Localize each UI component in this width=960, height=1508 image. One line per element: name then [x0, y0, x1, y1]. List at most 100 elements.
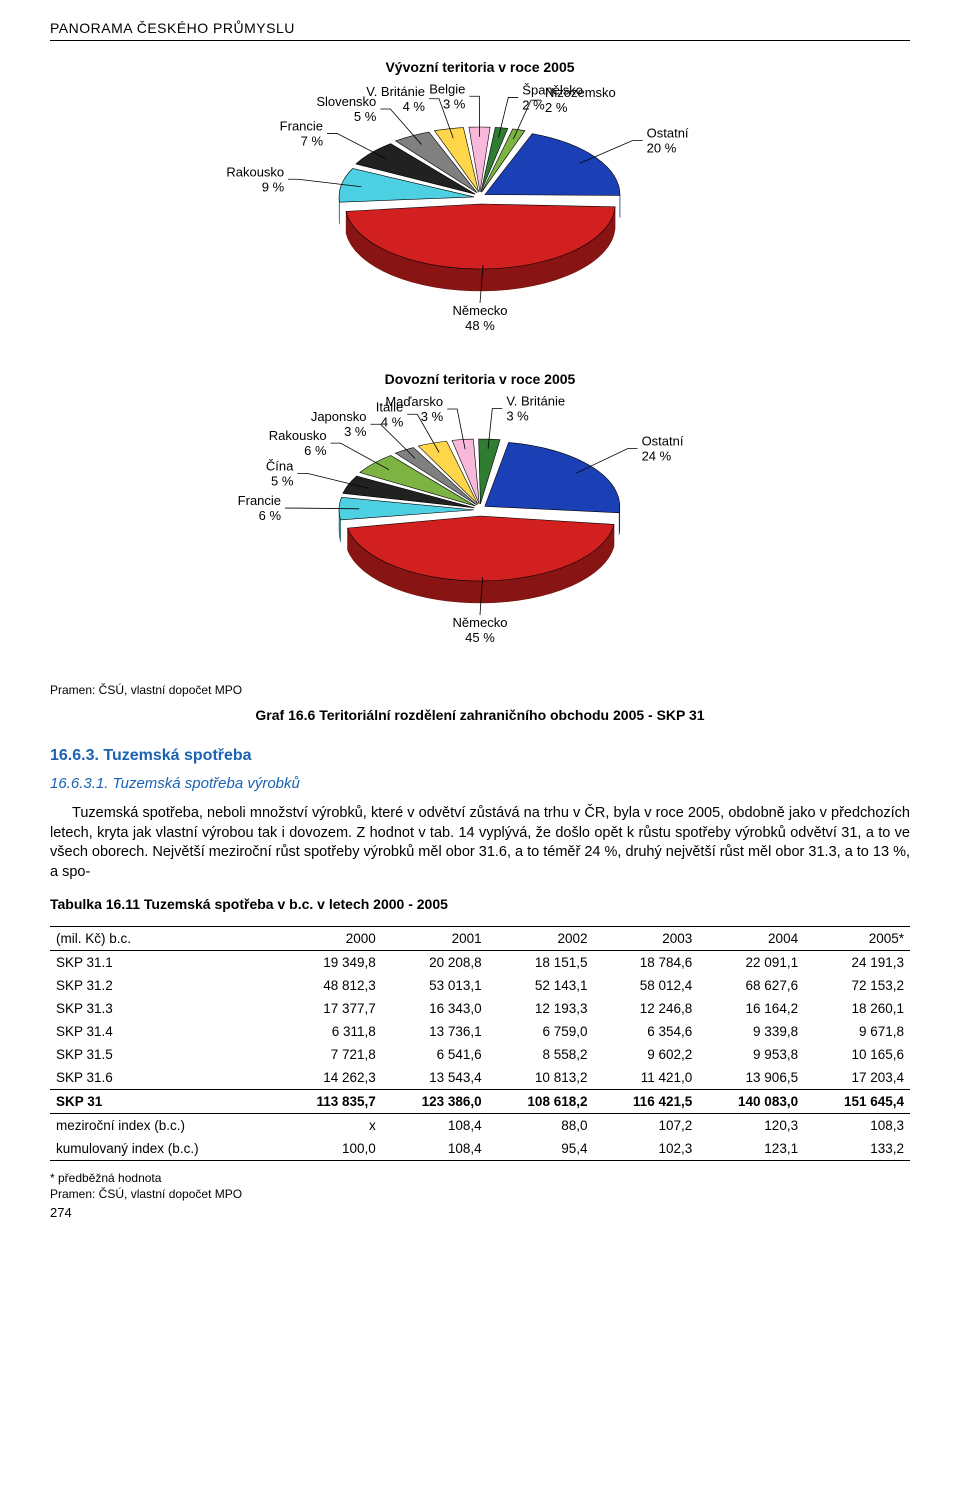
pie-slice-label: Belgie	[429, 83, 465, 96]
row-cell: 7 721,8	[277, 1043, 382, 1066]
pie-slice-label: 5 %	[354, 109, 377, 124]
page-header-text: PANORAMA ČESKÉHO PRŮMYSLU	[50, 20, 295, 36]
row-cell: 24 191,3	[804, 951, 910, 975]
row-cell: 19 349,8	[277, 951, 382, 975]
chart1-title: Vývozní teritoria v roce 2005	[50, 59, 910, 75]
table-header-row: (mil. Kč) b.c.200020012002200320042005*	[50, 927, 910, 951]
subsection-heading: 16.6.3.1. Tuzemská spotřeba výrobků	[50, 775, 910, 792]
row-cell: 17 377,7	[277, 997, 382, 1020]
row-cell: 17 203,4	[804, 1066, 910, 1090]
pie-slice-label: Rakousko	[226, 164, 284, 179]
row-cell: 95,4	[488, 1137, 594, 1161]
row-cell: 9 602,2	[593, 1043, 698, 1066]
row-label: SKP 31.4	[50, 1020, 277, 1043]
row-label: SKP 31.6	[50, 1066, 277, 1090]
row-cell: 108,4	[382, 1114, 488, 1138]
table-row: SKP 31113 835,7123 386,0108 618,2116 421…	[50, 1090, 910, 1114]
pie-bottom-label: 45 %	[465, 630, 495, 645]
row-cell: 8 558,2	[488, 1043, 594, 1066]
table-header-year: 2001	[382, 927, 488, 951]
row-label: meziroční index (b.c.)	[50, 1114, 277, 1138]
table-caption: Tabulka 16.11 Tuzemská spotřeba v b.c. v…	[50, 896, 910, 912]
row-cell: 58 012,4	[593, 974, 698, 997]
pie-slice-label: 24 %	[642, 449, 672, 464]
page-number: 274	[50, 1205, 910, 1220]
pie-slice-label: 2 %	[522, 97, 545, 112]
row-cell: 102,3	[593, 1137, 698, 1161]
row-cell: 116 421,5	[593, 1090, 698, 1114]
pie-slice-label: Ostatní	[642, 434, 684, 449]
row-cell: 120,3	[698, 1114, 804, 1138]
row-cell: 18 784,6	[593, 951, 698, 975]
chart2-title: Dovozní teritoria v roce 2005	[50, 371, 910, 387]
row-cell: 9 953,8	[698, 1043, 804, 1066]
section-heading: 16.6.3. Tuzemská spotřeba	[50, 747, 910, 765]
table-row: SKP 31.614 262,313 543,410 813,211 421,0…	[50, 1066, 910, 1090]
table-row: kumulovaný index (b.c.)100,0108,495,4102…	[50, 1137, 910, 1161]
pie-slice-label: 3 %	[506, 408, 529, 423]
row-cell: 140 083,0	[698, 1090, 804, 1114]
footnote-preliminary: * předběžná hodnota	[50, 1171, 910, 1185]
body-paragraph: Tuzemská spotřeba, neboli množství výrob…	[50, 804, 910, 882]
row-cell: 6 311,8	[277, 1020, 382, 1043]
table-header-year: 2005*	[804, 927, 910, 951]
row-cell: 20 208,8	[382, 951, 488, 975]
pie-slice-label: 5 %	[271, 473, 294, 488]
row-cell: 9 671,8	[804, 1020, 910, 1043]
row-cell: 123,1	[698, 1137, 804, 1161]
table-header-left: (mil. Kč) b.c.	[50, 927, 277, 951]
row-cell: 100,0	[277, 1137, 382, 1161]
row-cell: 72 153,2	[804, 974, 910, 997]
pie-slice-label: 9 %	[262, 179, 285, 194]
row-cell: 6 541,6	[382, 1043, 488, 1066]
table-row: SKP 31.119 349,820 208,818 151,518 784,6…	[50, 951, 910, 975]
row-cell: 9 339,8	[698, 1020, 804, 1043]
export-territories-chart: Vývozní teritoria v roce 2005 Slovensko5…	[50, 59, 910, 353]
pie-slice-label: 3 %	[344, 424, 367, 439]
pie-slice-label: V. Británie	[506, 395, 565, 408]
row-cell: 108,4	[382, 1137, 488, 1161]
pie-slice-label: Japonsko	[311, 409, 367, 424]
graf-caption: Graf 16.6 Teritoriální rozdělení zahrani…	[50, 707, 910, 723]
pie-slice-label: 3 %	[443, 96, 466, 111]
row-cell: 16 164,2	[698, 997, 804, 1020]
pie-slice-label: V. Británie	[366, 84, 425, 99]
row-label: SKP 31.1	[50, 951, 277, 975]
row-cell: 88,0	[488, 1114, 594, 1138]
pie-slice-label: 20 %	[647, 141, 677, 156]
pie-slice-label: Rakousko	[269, 428, 327, 443]
row-cell: 151 645,4	[804, 1090, 910, 1114]
row-cell: x	[277, 1114, 382, 1138]
table-header-year: 2002	[488, 927, 594, 951]
pie-slice-label: Ostatní	[647, 126, 689, 141]
row-cell: 133,2	[804, 1137, 910, 1161]
row-cell: 53 013,1	[382, 974, 488, 997]
page-header: PANORAMA ČESKÉHO PRŮMYSLU	[50, 20, 910, 41]
pie-slice-label: Maďarsko	[385, 395, 443, 409]
chart2-svg: Japonsko3 %Itálie4 %Maďarsko3 %V. Britán…	[180, 395, 780, 665]
row-cell: 22 091,1	[698, 951, 804, 975]
pie-slice-label: 4 %	[403, 99, 426, 114]
table-row: meziroční index (b.c.)x108,488,0107,2120…	[50, 1114, 910, 1138]
pie-bottom-label: Německo	[453, 615, 508, 630]
footnote-source: Pramen: ČSÚ, vlastní dopočet MPO	[50, 1187, 910, 1201]
pie-bottom-label: 48 %	[465, 318, 495, 333]
row-cell: 113 835,7	[277, 1090, 382, 1114]
row-cell: 10 165,6	[804, 1043, 910, 1066]
row-cell: 6 759,0	[488, 1020, 594, 1043]
pie-slice-label: Francie	[238, 493, 281, 508]
pie-slice-label: Nizozemsko	[545, 85, 616, 100]
row-cell: 13 543,4	[382, 1066, 488, 1090]
table-row: SKP 31.46 311,813 736,16 759,06 354,69 3…	[50, 1020, 910, 1043]
chart1-svg: Slovensko5 %V. Británie4 %Belgie3 %Španě…	[180, 83, 780, 353]
row-cell: 18 151,5	[488, 951, 594, 975]
row-cell: 11 421,0	[593, 1066, 698, 1090]
pie-slice-label: 6 %	[259, 508, 282, 523]
row-label: SKP 31.2	[50, 974, 277, 997]
consumption-table: (mil. Kč) b.c.200020012002200320042005* …	[50, 926, 910, 1161]
row-cell: 123 386,0	[382, 1090, 488, 1114]
table-header-year: 2000	[277, 927, 382, 951]
row-cell: 52 143,1	[488, 974, 594, 997]
table-header-year: 2004	[698, 927, 804, 951]
row-label: SKP 31	[50, 1090, 277, 1114]
